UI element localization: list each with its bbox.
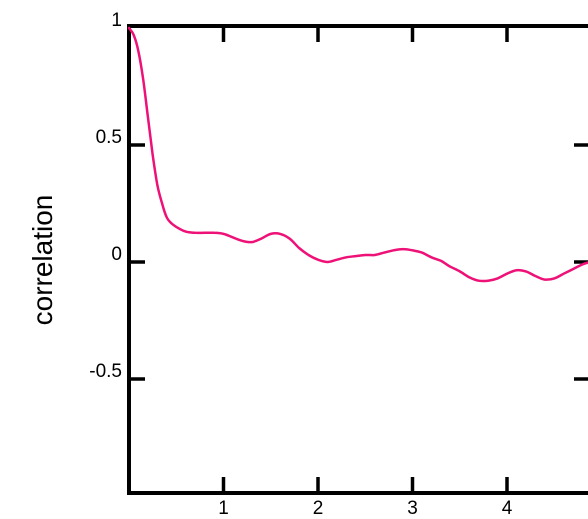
y-tick-label: 1 — [111, 10, 122, 31]
ticks — [129, 26, 588, 493]
y-tick-label: 0 — [111, 244, 122, 265]
y-tick-label: -0.5 — [89, 361, 122, 382]
x-tick-label: 4 — [502, 498, 513, 519]
y-axis-title: correlation — [27, 195, 58, 326]
x-tick-label: 1 — [218, 498, 229, 519]
plot-frame — [127, 24, 588, 495]
tick-labels: 1 2 3 4 1 0.5 0 -0.5 — [89, 10, 512, 519]
x-tick-label: 3 — [407, 498, 418, 519]
correlation-series-line — [127, 26, 588, 283]
x-tick-label: 2 — [313, 498, 324, 519]
y-tick-label: 0.5 — [96, 127, 122, 148]
